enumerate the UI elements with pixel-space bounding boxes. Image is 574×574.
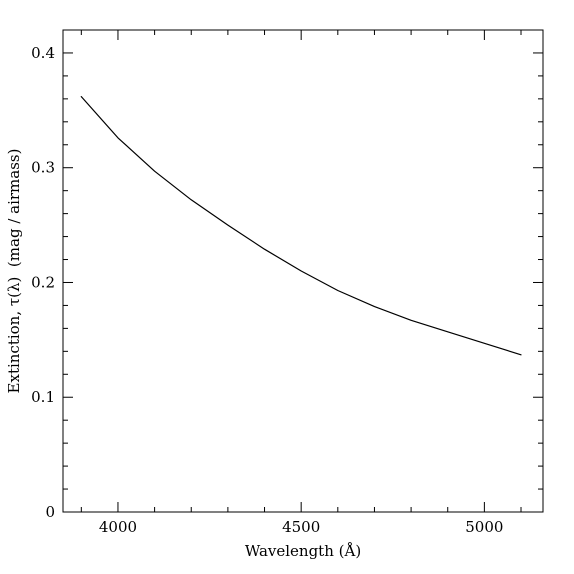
x-tick-label: 4000 bbox=[99, 518, 137, 536]
y-axis-label: Extinction, τ(λ) (mag / airmass) bbox=[5, 149, 23, 394]
extinction-curve bbox=[80, 95, 522, 356]
y-tick-label: 0.2 bbox=[31, 273, 55, 291]
plot-frame bbox=[62, 29, 544, 513]
y-tick-label: 0 bbox=[45, 503, 55, 521]
x-tick-label: 5000 bbox=[465, 518, 503, 536]
y-tick-label: 0.1 bbox=[31, 388, 55, 406]
y-tick-label: 0.4 bbox=[31, 44, 55, 62]
y-tick-label: 0.3 bbox=[31, 159, 55, 177]
data-series bbox=[80, 95, 522, 356]
axis-ticks bbox=[63, 29, 543, 513]
x-axis-label: Wavelength (Å) bbox=[245, 542, 361, 560]
x-tick-label: 4500 bbox=[282, 518, 320, 536]
tick-labels: 4000 4500 5000 0 0.1 0.2 0.3 0.4 bbox=[31, 44, 503, 536]
